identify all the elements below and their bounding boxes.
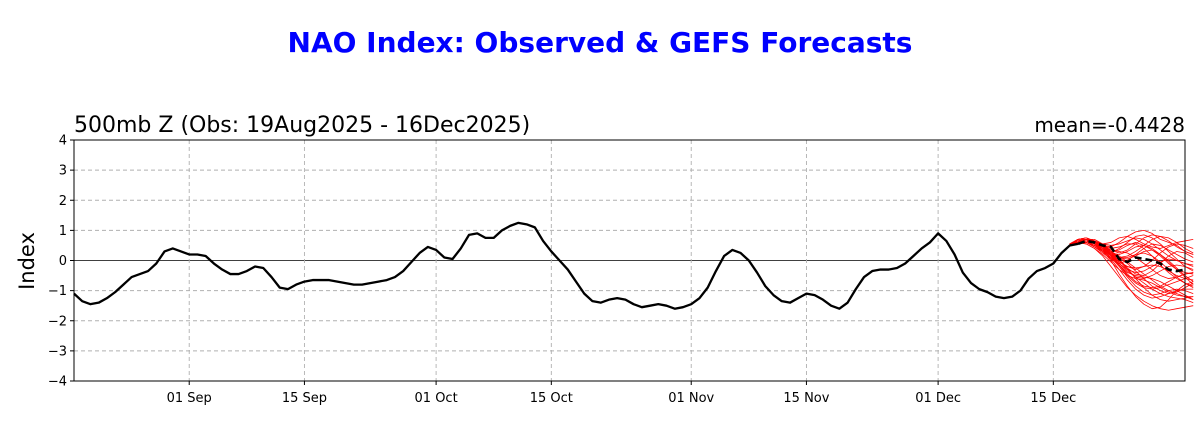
x-axis-ticks: 01 Sep 15 Sep 01 Oct 15 Oct 01 Nov 15 Nov 01 D…: [167, 381, 1076, 406]
x-tick-label: 15 Sep: [282, 391, 327, 406]
x-tick-label: 01 Dec: [915, 391, 961, 406]
y-tick-label: 2: [59, 194, 67, 209]
ensemble-member-line: [1069, 242, 1194, 273]
ensemble-mean-series: [1077, 239, 1186, 273]
x-tick-label: 15 Oct: [530, 391, 573, 406]
x-tick-label: 01 Sep: [167, 391, 212, 406]
grid-lines: [74, 140, 1185, 381]
y-tick-label: −1: [48, 284, 67, 299]
observed-line: [73, 221, 1079, 310]
y-tick-label: −3: [48, 344, 67, 359]
ensemble-member-line: [1069, 234, 1194, 255]
ensemble-member-line: [1069, 240, 1194, 276]
x-tick-label: 01 Nov: [668, 391, 714, 406]
ensemble-member-line: [1069, 237, 1194, 281]
y-axis-ticks: −4 −3 −2 −1 0 1 2 3 4: [48, 134, 74, 390]
ensemble-member-line: [1069, 242, 1194, 298]
observed-series: [73, 221, 1079, 310]
ensemble-mean-line: [1077, 239, 1186, 273]
chart-subtitle: 500mb Z (Obs: 19Aug2025 - 16Dec2025): [74, 113, 530, 138]
x-tick-label: 15 Nov: [783, 391, 829, 406]
y-tick-label: 4: [59, 134, 67, 149]
x-tick-label: 15 Dec: [1030, 391, 1076, 406]
y-tick-label: 0: [59, 254, 67, 269]
mean-annotation: mean=-0.4428: [1034, 113, 1185, 137]
y-tick-label: −4: [48, 375, 67, 390]
y-tick-label: 1: [59, 224, 67, 239]
y-tick-label: 3: [59, 164, 67, 179]
chart-title: NAO Index: Observed & GEFS Forecasts: [288, 26, 913, 59]
y-axis-label: Index: [15, 232, 39, 290]
x-tick-label: 01 Oct: [415, 391, 458, 406]
y-tick-label: −2: [48, 314, 67, 329]
